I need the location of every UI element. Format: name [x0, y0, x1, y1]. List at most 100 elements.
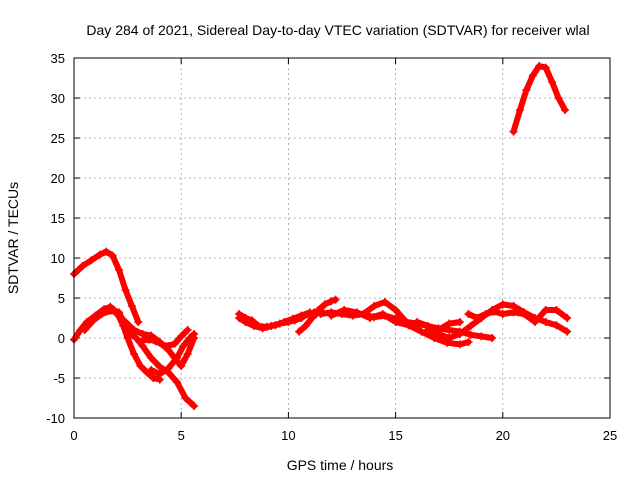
y-tick-label: 15	[51, 211, 65, 226]
data-point	[149, 374, 158, 382]
series-arc-o	[413, 318, 464, 334]
data-point	[477, 332, 486, 341]
plot-frame	[73, 57, 611, 419]
data-point	[331, 295, 340, 304]
data-point	[185, 334, 194, 342]
data-point	[515, 106, 524, 114]
data-point	[541, 63, 550, 72]
data-point	[316, 310, 325, 318]
y-tick-label: -10	[46, 411, 65, 426]
data-point	[554, 94, 563, 102]
data-point	[455, 330, 464, 338]
data-point	[445, 334, 454, 342]
data-point	[320, 300, 329, 309]
data-point	[359, 310, 368, 318]
data-point	[130, 326, 139, 334]
y-tick-label: -5	[53, 371, 65, 386]
data-point	[466, 322, 475, 330]
data-point	[151, 337, 160, 346]
data-point	[125, 330, 134, 338]
data-point	[132, 334, 141, 342]
x-tick-label: 20	[496, 428, 510, 443]
data-point	[297, 311, 306, 320]
data-point	[134, 318, 143, 326]
data-point	[181, 394, 190, 402]
data-point	[164, 342, 173, 350]
data-point	[177, 332, 186, 341]
data-point	[183, 326, 192, 334]
data-point	[177, 362, 186, 370]
data-point	[121, 286, 130, 294]
data-point	[445, 319, 454, 328]
y-tick-label: 35	[51, 51, 65, 66]
x-axis-label: GPS time / hours	[287, 457, 394, 473]
data-point	[380, 298, 389, 306]
data-point	[190, 402, 199, 410]
y-tick-label: 5	[58, 291, 65, 306]
data-point	[563, 314, 572, 322]
data-point	[552, 321, 561, 330]
y-tick-label: 25	[51, 131, 65, 146]
data-point	[464, 338, 473, 346]
data-series	[70, 62, 572, 410]
data-point	[164, 364, 173, 373]
data-point	[127, 302, 136, 310]
data-point	[464, 310, 473, 318]
data-point	[520, 310, 529, 318]
y-tick-label: 0	[58, 331, 65, 346]
data-point	[305, 308, 314, 317]
series-arc-p	[509, 62, 569, 136]
data-point	[417, 327, 426, 336]
data-point	[327, 297, 336, 306]
data-point	[365, 314, 374, 322]
data-point	[108, 251, 117, 260]
y-tick-label: 10	[51, 251, 65, 266]
data-point	[541, 306, 550, 314]
data-point	[190, 330, 199, 338]
data-point	[280, 318, 289, 326]
data-point	[481, 310, 490, 318]
data-point	[434, 326, 443, 334]
data-point	[301, 322, 310, 330]
data-point	[552, 306, 561, 314]
data-point	[353, 308, 362, 317]
data-point	[95, 250, 104, 259]
series-arc-k	[327, 306, 473, 349]
data-point	[413, 318, 422, 326]
series-arc-n	[464, 306, 572, 326]
data-point	[147, 354, 156, 362]
data-point	[391, 306, 400, 314]
series-arc-f	[138, 326, 192, 350]
data-point	[541, 318, 550, 326]
series-arc-e	[147, 330, 199, 378]
data-point	[560, 106, 569, 114]
y-tick-label: 30	[51, 91, 65, 106]
data-point	[466, 330, 475, 339]
data-point	[528, 71, 537, 80]
data-point	[391, 318, 400, 326]
x-tick-label: 25	[603, 428, 617, 443]
data-point	[402, 318, 411, 326]
x-tick-label: 15	[388, 428, 402, 443]
data-point	[548, 78, 557, 86]
data-point	[97, 310, 106, 318]
data-point	[121, 318, 130, 326]
data-point	[327, 311, 336, 320]
data-point	[106, 306, 115, 315]
data-point	[170, 339, 179, 348]
data-point	[530, 318, 539, 326]
data-point	[130, 350, 139, 358]
data-point	[288, 314, 297, 323]
data-point	[179, 342, 188, 350]
data-point	[183, 350, 192, 358]
data-point	[157, 340, 166, 349]
data-point	[155, 370, 164, 378]
data-point	[295, 327, 304, 336]
data-point	[80, 326, 89, 334]
x-tick-label: 5	[178, 428, 185, 443]
data-point	[155, 362, 164, 371]
data-point	[172, 354, 181, 362]
data-point	[112, 310, 121, 318]
